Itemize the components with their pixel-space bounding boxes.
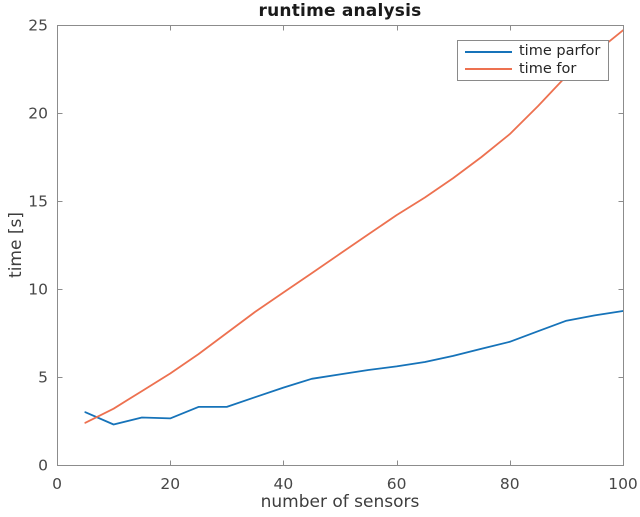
y-tick-label: 0: [38, 457, 48, 475]
x-tick-label: 40: [274, 475, 294, 493]
x-tick-label: 20: [160, 475, 180, 493]
legend: time parfor time for: [457, 40, 609, 81]
y-tick-label: 10: [28, 281, 48, 299]
x-axis-label: number of sensors: [260, 492, 420, 512]
series-line-time-parfor: [84, 310, 624, 426]
legend-item-time-for: time for: [465, 61, 602, 78]
legend-label: time parfor: [519, 43, 601, 60]
legend-line-swatch-for: [465, 68, 512, 71]
chart-title: runtime analysis: [258, 1, 422, 21]
legend-label: time for: [519, 60, 577, 77]
y-tick-label: 15: [28, 193, 48, 211]
x-tick-label: 0: [52, 475, 62, 493]
x-tick-label: 60: [387, 475, 407, 493]
y-axis-label: time [s]: [6, 212, 26, 278]
y-tick-label: 25: [28, 17, 48, 35]
series-line-time-for: [84, 29, 624, 424]
y-tick-label: 5: [38, 369, 48, 387]
axes-box: [57, 25, 624, 466]
y-tick-label: 20: [28, 105, 48, 123]
legend-item-time-parfor: time parfor: [465, 43, 602, 60]
legend-line-swatch-parfor: [465, 50, 512, 53]
x-tick-label: 80: [500, 475, 520, 493]
x-tick-label: 100: [608, 475, 638, 493]
